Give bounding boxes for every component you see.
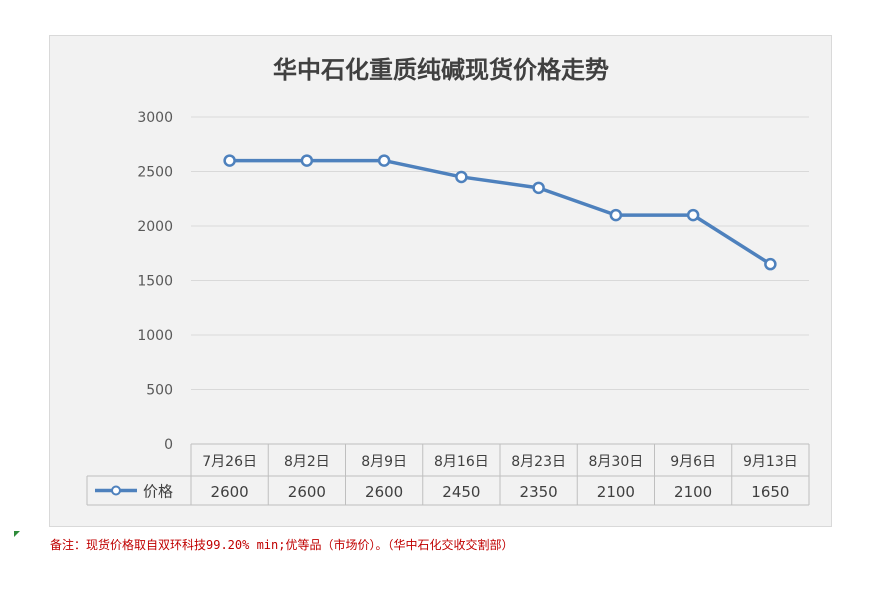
legend-marker-icon (111, 485, 121, 496)
corner-mark-icon (14, 531, 20, 537)
x-category-label: 7月26日 (202, 454, 257, 470)
x-category-label: 8月9日 (361, 454, 407, 470)
data-point (455, 170, 468, 184)
data-point (686, 208, 700, 222)
chart-title: 华中石化重质纯碱现货价格走势 (273, 56, 609, 84)
y-tick-label: 3000 (137, 110, 173, 126)
data-point (764, 257, 777, 271)
x-category-label: 8月16日 (434, 454, 489, 470)
footnote: 备注：现货价格取自双环科技99.20% min;优等品（市场价）。（华中石化交收… (50, 538, 514, 552)
table-value-label: 1650 (751, 483, 789, 501)
table-value-label: 2350 (520, 483, 558, 501)
data-point (532, 181, 545, 195)
x-category-label: 8月30日 (589, 454, 644, 470)
table-value-label: 2100 (674, 483, 712, 501)
table-value-label: 2600 (288, 483, 326, 501)
table-value-label: 2600 (365, 483, 403, 501)
x-category-label: 8月23日 (511, 454, 566, 470)
data-point (609, 208, 623, 222)
table-value-label: 2100 (597, 483, 635, 501)
table-value-label: 2450 (442, 483, 480, 501)
data-point (223, 154, 236, 167)
line-chart: 华中石化重质纯碱现货价格走势 0 500 1000 1500 2000 2500 3000 7月… (86, 56, 810, 506)
y-tick-label: 0 (164, 437, 173, 453)
data-point (300, 154, 314, 167)
y-tick-label: 500 (146, 383, 173, 399)
table-value-label: 2600 (211, 483, 249, 501)
legend-series-name: 价格 (143, 483, 173, 501)
x-category-label: 9月13日 (743, 454, 798, 470)
series-line (229, 158, 772, 266)
x-category-label: 9月6日 (670, 454, 716, 470)
x-category-label: 8月2日 (284, 454, 330, 470)
y-tick-label: 2500 (137, 165, 173, 181)
y-tick-label: 2000 (137, 219, 173, 235)
y-tick-label: 1500 (137, 274, 173, 290)
chart-frame: 华中石化重质纯碱现货价格走势 0 500 1000 1500 2000 2500 3000 7月… (49, 35, 832, 527)
y-tick-label: 1000 (137, 328, 173, 344)
data-point (377, 154, 391, 167)
